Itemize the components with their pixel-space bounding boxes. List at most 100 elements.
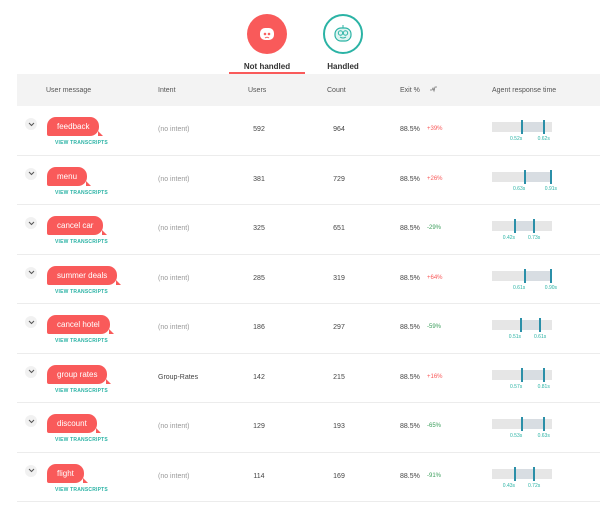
users-value: 114 [253,472,265,480]
chevron-down-icon [28,320,34,324]
table-row: menu VIEW TRANSCRIPTS (no intent) 381 72… [17,155,600,205]
view-transcripts-link[interactable]: VIEW TRANSCRIPTS [55,338,108,344]
table-row: summer deals VIEW TRANSCRIPTS (no intent… [17,254,600,304]
header-count[interactable]: Count [327,87,346,94]
exit-delta: +39% [427,126,443,132]
response-time-bar [492,367,552,382]
response-time-label-1: 0.61s [513,284,526,291]
response-time-marker-2 [533,466,535,481]
response-time-label-1: 0.57s [510,383,523,390]
expand-row-chevron-icon[interactable] [25,167,37,180]
view-transcripts-link[interactable]: VIEW TRANSCRIPTS [55,437,108,443]
users-value: 325 [253,225,265,232]
response-time-bar [492,466,552,481]
view-transcripts-link[interactable]: VIEW TRANSCRIPTS [55,140,108,146]
response-time-marker-1 [521,417,523,431]
user-message-bubble: menu [47,166,92,186]
intent-value: (no intent) [158,274,190,282]
header-user-message[interactable]: User message [46,87,92,94]
intent-tabs: Not handled Handled [0,0,612,74]
user-message-bubble: group rates [47,364,112,384]
response-time-marker-1 [524,169,526,184]
response-time-range [514,221,534,231]
header-agent-response-time[interactable]: Agent response time [492,87,557,94]
intent-value: (no intent) [158,225,190,232]
response-time-label-1: 0.52s [510,136,523,142]
expand-row-chevron-icon[interactable] [25,217,37,229]
view-transcripts-link[interactable]: VIEW TRANSCRIPTS [55,189,108,196]
response-time-range [522,419,544,429]
response-time-marker-1 [521,367,523,382]
view-transcripts-link[interactable]: VIEW TRANSCRIPTS [55,387,108,394]
response-time-bar [492,268,552,283]
expand-row-chevron-icon[interactable] [25,365,37,378]
response-time-marker-1 [513,219,516,233]
exit-percent: 88.5% [400,126,420,133]
response-time-marker-2 [533,219,535,233]
sad-face-icon [247,14,287,54]
exit-delta: -59% [427,324,442,330]
messages-table: User message Intent Users Count Exit % A… [17,74,600,502]
table-row: flight VIEW TRANSCRIPTS (no intent) 114 … [17,452,600,502]
exit-percent: 88.5% [400,373,420,381]
response-time-label-2: 0.73s [528,235,541,241]
response-time-marker-2 [549,268,552,283]
header-users[interactable]: Users [248,87,267,94]
view-transcripts-link[interactable]: VIEW TRANSCRIPTS [55,288,108,295]
response-time-marker-1 [524,268,526,283]
response-time-label-1: 0.63s [513,185,526,192]
user-message-bubble: feedback [47,117,104,136]
tab-handled[interactable]: Handled [303,6,383,71]
table-row: cancel car VIEW TRANSCRIPTS (no intent) … [17,205,600,255]
view-transcripts-link[interactable]: VIEW TRANSCRIPTS [55,486,108,493]
user-message-bubble: cancel car [47,216,108,235]
count-value: 651 [333,225,345,232]
intent-value: Group-Rates [158,373,199,381]
response-time-label-2: 0.63s [537,433,550,439]
response-time-label-2: 0.61s [534,334,547,340]
response-time-bar [492,169,552,184]
exit-percent: 88.5% [400,175,420,183]
response-time-label-1: 0.43s [502,482,516,489]
expand-row-chevron-icon[interactable] [25,316,37,328]
count-value: 319 [333,274,345,282]
tab-handled-label: Handled [327,62,359,71]
trend-icon[interactable] [429,85,439,95]
exit-percent: 88.5% [400,225,420,232]
exit-delta: +64% [427,274,443,281]
response-time-label-1: 0.53s [510,433,523,439]
intent-value: (no intent) [158,175,190,183]
response-time-bar [492,417,552,431]
chevron-down-icon [28,171,34,176]
expand-row-chevron-icon[interactable] [25,118,37,130]
tab-not-handled[interactable]: Not handled [227,6,307,71]
users-value: 285 [253,274,265,282]
chevron-down-icon [28,122,34,126]
chevron-down-icon [28,270,34,275]
exit-delta: +26% [427,175,443,182]
response-time-marker-1 [521,120,523,134]
expand-row-chevron-icon[interactable] [25,464,37,477]
chevron-down-icon [28,369,34,374]
response-time-bar [492,120,552,134]
response-time-label-2: 0.72s [528,482,541,489]
response-time-range [525,270,551,281]
response-time-label-2: 0.62s [537,136,550,142]
expand-row-chevron-icon[interactable] [25,415,37,427]
table-body: feedback VIEW TRANSCRIPTS (no intent) 59… [17,106,600,502]
count-value: 215 [333,373,345,381]
view-transcripts-link[interactable]: VIEW TRANSCRIPTS [55,239,108,245]
exit-delta: -29% [427,225,442,231]
response-time-marker-2 [539,318,541,332]
response-time-range [520,320,540,330]
response-time-marker-2 [542,417,545,431]
exit-percent: 88.5% [400,274,420,282]
response-time-label-2: 0.81s [537,383,550,390]
chevron-down-icon [28,468,34,473]
response-time-bar [492,219,552,233]
header-exit[interactable]: Exit % [400,87,420,94]
expand-row-chevron-icon[interactable] [25,266,37,279]
exit-delta: -91% [427,472,442,479]
header-intent[interactable]: Intent [158,87,176,94]
response-time-label-2: 0.90s [544,284,558,291]
